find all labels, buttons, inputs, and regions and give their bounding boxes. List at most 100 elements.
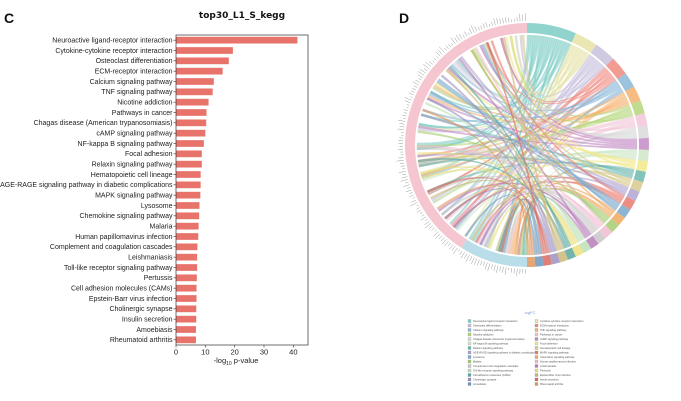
gene-label [419, 211, 423, 215]
gene-label [513, 268, 515, 274]
gene-label [496, 265, 499, 273]
y-tick-label: Human papillomavirus infection [75, 234, 172, 241]
gene-label [433, 231, 439, 237]
pathway-arc [617, 73, 635, 92]
gene-label [402, 168, 406, 170]
gene-label [412, 197, 415, 199]
gene-label [397, 119, 406, 122]
gene-label [480, 260, 483, 266]
legend-swatch [467, 359, 472, 364]
legend-label: Focal adhesion [540, 342, 558, 346]
legend-swatch [534, 368, 539, 373]
pathway-arc [557, 250, 568, 263]
legend-swatch [534, 346, 539, 350]
y-tick-label: Calcium signaling pathway [90, 79, 173, 86]
legend-swatch [534, 341, 539, 346]
bar [176, 326, 196, 333]
gene-label [451, 245, 456, 251]
y-tick-label: Complement and coagulation cascades [50, 244, 173, 251]
gene-label [449, 244, 454, 250]
legend-label: Cholinergic synapse [473, 378, 497, 382]
legend-swatch [534, 364, 539, 368]
x-tick-label: 10 [201, 348, 209, 357]
pathway-arc [585, 235, 599, 249]
chord-ribbon [483, 42, 630, 188]
chord-ribbon [509, 35, 635, 170]
gene-label [400, 179, 408, 182]
gene-label [399, 126, 405, 128]
bar [176, 336, 196, 344]
bar [176, 222, 199, 230]
legend-label: Amoebiasis [473, 382, 487, 386]
gene-label [458, 249, 461, 252]
chord-diagram: logFC Neuroactive ligand-receptor intera… [396, 13, 649, 386]
gene-label [411, 199, 417, 203]
legend-label: TNF signaling pathway [540, 328, 567, 332]
y-tick-labels: Neuroactive ligand-receptor interaction C… [0, 38, 176, 344]
y-tick-label: Cell adhesion molecules (CAMs) [71, 286, 173, 293]
pathway-arc [621, 196, 636, 210]
legend-label: Insulin secretion [540, 378, 559, 382]
pathway-arc [616, 204, 631, 218]
legend-label: Nicotine addiction [473, 333, 494, 337]
pathway-arc [637, 149, 649, 162]
legend-swatch [534, 355, 539, 359]
gene-label [450, 37, 456, 45]
gene-label [435, 51, 441, 57]
legend-swatch [534, 328, 539, 332]
bar [176, 212, 200, 220]
gene-label [403, 184, 410, 187]
y-tick-label: ECM-receptor interaction [95, 69, 173, 76]
legend-label: Toll-like receptor signaling pathway [473, 369, 514, 373]
y-tick-label: Nicotine addiction [117, 100, 172, 107]
chord-ribbon [418, 125, 638, 150]
legend-label: Calcium signaling pathway [473, 328, 504, 332]
legend-swatch [467, 350, 472, 355]
legend-swatch [467, 346, 472, 350]
gene-label [474, 26, 478, 32]
legend: logFC Neuroactive ligand-receptor intera… [467, 310, 584, 386]
gene-arc-up [405, 23, 527, 249]
gene-label [403, 117, 406, 120]
chord-ribbon [422, 108, 530, 256]
chart-title: top30_L1_S_kegg [199, 11, 285, 21]
pathway-arc [549, 252, 560, 265]
gene-label [418, 71, 425, 76]
legend-swatch [534, 323, 539, 328]
gene-label [491, 21, 493, 26]
y-tick-label: Amoebiasis [136, 327, 173, 334]
gene-label [510, 268, 512, 273]
gene-label [476, 259, 480, 266]
gene-label [425, 62, 432, 67]
legend-label: Hematopoietic cell lineage [540, 346, 571, 350]
gene-label [482, 261, 485, 266]
pathway-arc [638, 137, 649, 151]
bar [176, 140, 204, 147]
legend-title: logFC [525, 310, 536, 315]
gene-label [399, 123, 405, 125]
gene-label [403, 112, 408, 114]
pathway-arc [527, 256, 536, 267]
gene-label [454, 37, 458, 43]
bar [176, 295, 197, 302]
y-tick-label: Insulin secretion [122, 317, 173, 324]
gene-label [432, 60, 435, 63]
gene-label [487, 263, 491, 271]
gene-label [499, 18, 502, 24]
legend-swatch [467, 319, 472, 323]
gene-label [440, 237, 445, 242]
legend-label: NF-kappa B signaling pathway [473, 342, 509, 346]
pathway-arc [611, 211, 625, 226]
legend-swatch [467, 323, 472, 328]
legend-swatch [467, 355, 472, 359]
legend-swatch [534, 337, 539, 341]
chord-ribbon [472, 48, 634, 123]
legend-label: Cytokine-cytokine receptor interaction [540, 319, 584, 323]
pathway-arc [636, 160, 648, 173]
y-tick-label: NF-kappa B signaling pathway [78, 141, 173, 148]
kegg-bar-chart: top30_L1_S_kegg Neuroactive ligand-recep… [0, 11, 309, 367]
gene-label [508, 18, 510, 23]
gene-label [421, 214, 425, 217]
gene-label [428, 225, 433, 229]
legend-swatch [534, 319, 539, 323]
